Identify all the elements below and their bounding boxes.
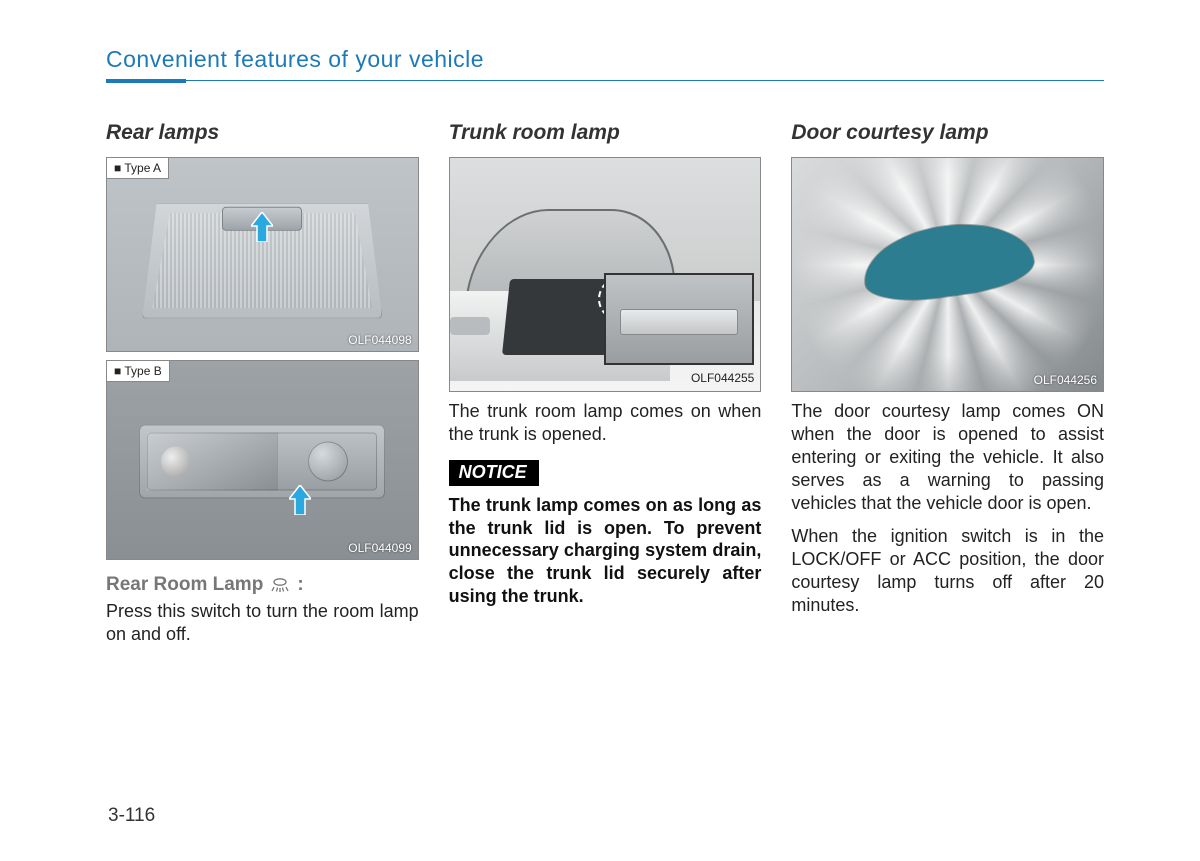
column-door-lamp: Door courtesy lamp OLF044256 The door co… — [791, 121, 1104, 646]
figure-code: OLF044255 — [691, 371, 754, 385]
column-rear-lamps: Rear lamps ■ Type A OLF044098 ■ Type B — [106, 121, 419, 646]
manual-page: Convenient features of your vehicle Rear… — [0, 0, 1200, 861]
arrow-up-icon — [289, 485, 311, 515]
lamp-icon — [269, 578, 291, 592]
notice-badge: NOTICE — [449, 460, 539, 486]
figure-code: OLF044099 — [348, 541, 411, 555]
lamp-b-illustration — [139, 424, 385, 498]
figure-rear-lamp-type-a: ■ Type A OLF044098 — [106, 157, 419, 352]
page-number: 3-116 — [108, 805, 155, 827]
trunk-body: The trunk room lamp comes on when the tr… — [449, 400, 762, 446]
type-b-label: ■ Type B — [107, 361, 170, 382]
figure-door-lamp: OLF044256 — [791, 157, 1104, 392]
chapter-title: Convenient features of your vehicle — [106, 46, 1104, 73]
subhead-rear-room-lamp: Rear Room Lamp : — [106, 574, 419, 596]
figure-code: OLF044256 — [1034, 373, 1097, 387]
door-body-1: The door courtesy lamp comes ON when the… — [791, 400, 1104, 515]
header-rule — [106, 79, 1104, 83]
arrow-up-icon — [251, 212, 273, 242]
subhead-text: Rear Room Lamp — [106, 574, 263, 596]
figure-trunk-lamp: OLF044255 — [449, 157, 762, 392]
door-body-2: When the ignition switch is in the LOCK/… — [791, 525, 1104, 617]
figure-code: OLF044098 — [348, 333, 411, 347]
column-trunk-lamp: Trunk room lamp — [449, 121, 762, 646]
notice-body: The trunk lamp comes on as long as the t… — [449, 494, 762, 607]
inset-detail — [604, 273, 754, 365]
section-title-door: Door courtesy lamp — [791, 121, 1104, 145]
figure-rear-lamp-type-b: ■ Type B OLF044099 — [106, 360, 419, 560]
section-title-rear-lamps: Rear lamps — [106, 121, 419, 145]
section-title-trunk: Trunk room lamp — [449, 121, 762, 145]
type-a-label: ■ Type A — [107, 158, 169, 179]
content-columns: Rear lamps ■ Type A OLF044098 ■ Type B — [106, 121, 1104, 646]
rear-lamp-body: Press this switch to turn the room lamp … — [106, 600, 419, 646]
subhead-colon: : — [297, 574, 303, 596]
